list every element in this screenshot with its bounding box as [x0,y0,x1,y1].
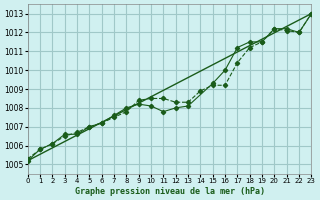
X-axis label: Graphe pression niveau de la mer (hPa): Graphe pression niveau de la mer (hPa) [75,187,265,196]
